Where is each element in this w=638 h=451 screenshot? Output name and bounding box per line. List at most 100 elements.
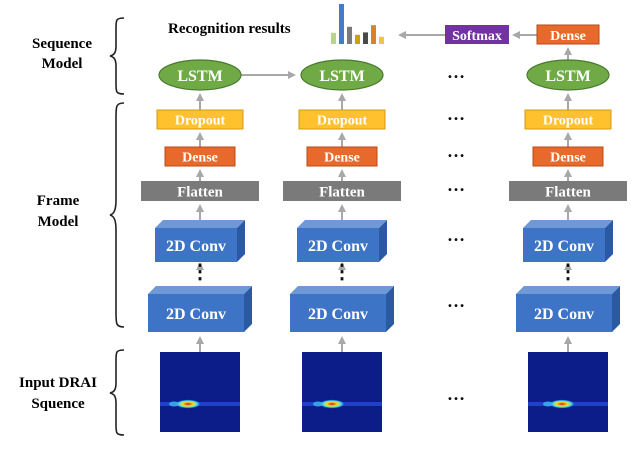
- dropout-label: Dropout: [175, 114, 226, 129]
- lstm-label: LSTM: [319, 68, 364, 85]
- horizontal-ellipsis-6: …: [447, 291, 465, 311]
- lstm-label: LSTM: [545, 68, 590, 85]
- conv-upper-front-face: [523, 228, 605, 262]
- connection-arrows: [196, 31, 572, 352]
- drai-frame-background: [528, 352, 608, 432]
- dropout-box: [298, 109, 386, 130]
- recognition-results: Recognition results: [168, 4, 384, 44]
- sequence-brace: [109, 17, 125, 95]
- drai-frame-hotspot: [549, 399, 575, 409]
- frame-model-label-line2: Model: [38, 214, 79, 230]
- drai-frame-background: [160, 352, 240, 432]
- conv-lower-label: 2D Conv: [308, 306, 368, 323]
- conv-upper-label: 2D Conv: [534, 238, 594, 255]
- result-bar-5: [363, 32, 368, 44]
- frame-model-label-line1: Frame: [37, 193, 80, 209]
- lstm-node: [300, 59, 384, 91]
- conv-upper-label: 2D Conv: [308, 238, 368, 255]
- flatten-label: Flatten: [177, 184, 223, 200]
- conv-vertical-ellipsis: ⋮: [190, 261, 210, 283]
- result-bar-1: [331, 32, 336, 44]
- result-bar-3: [347, 26, 352, 44]
- dense-label: Dense: [324, 151, 360, 166]
- frame-brace: [109, 102, 125, 328]
- horizontal-ellipsis-2: …: [447, 104, 465, 124]
- conv-lower-front-face: [148, 294, 244, 332]
- conv-lower-top-face: [148, 286, 252, 294]
- conv-upper-side-face: [605, 220, 613, 262]
- conv-upper-label: 2D Conv: [166, 238, 226, 255]
- lstm-label: LSTM: [177, 68, 222, 85]
- softmax-label: Softmax: [452, 29, 502, 44]
- softmax-box: [445, 25, 509, 44]
- column-1: LSTM Dropout Dense Flatten 2D Conv ⋮ 2D Conv: [141, 59, 259, 432]
- flatten-label: Flatten: [545, 184, 591, 200]
- result-bar-6: [371, 25, 376, 44]
- conv-upper-side-face: [237, 220, 245, 262]
- conv-lower-side-face: [612, 286, 620, 332]
- input-label-line2: Squence: [31, 396, 85, 412]
- conv-lower-top-face: [516, 286, 620, 294]
- top-dense-label: Dense: [550, 29, 586, 44]
- input-brace: [109, 349, 125, 436]
- sequence-model-label-line1: Sequence: [32, 36, 92, 52]
- drai-frame-hotspot: [175, 399, 201, 409]
- input-label-line1: Input DRAI: [19, 375, 97, 391]
- drai-frame-background: [302, 352, 382, 432]
- column-3: LSTM Dropout Dense Flatten 2D Conv ⋮ 2D Conv: [509, 59, 627, 432]
- horizontal-ellipsis-1: …: [447, 62, 465, 82]
- conv-vertical-ellipsis: ⋮: [332, 261, 352, 283]
- dense-box: [532, 146, 604, 167]
- dropout-box: [524, 109, 612, 130]
- horizontal-ellipsis-4: …: [447, 175, 465, 195]
- dropout-label: Dropout: [543, 114, 594, 129]
- conv-lower-label: 2D Conv: [534, 306, 594, 323]
- result-bar-chart: [331, 4, 384, 44]
- conv-upper-top-face: [155, 220, 245, 228]
- dense-box: [306, 146, 378, 167]
- conv-upper-front-face: [297, 228, 379, 262]
- flatten-label: Flatten: [319, 184, 365, 200]
- top-dense-box: [536, 24, 600, 45]
- dropout-box: [156, 109, 244, 130]
- flatten-box: [141, 181, 259, 201]
- conv-upper-top-face: [297, 220, 387, 228]
- conv-lower-front-face: [516, 294, 612, 332]
- dropout-label: Dropout: [317, 114, 368, 129]
- conv-lower-top-face: [290, 286, 394, 294]
- conv-lower-front-face: [290, 294, 386, 332]
- column-2: LSTM Dropout Dense Flatten 2D Conv ⋮ 2D Conv: [283, 59, 401, 432]
- horizontal-ellipsis-7: …: [447, 384, 465, 404]
- conv-upper-front-face: [155, 228, 237, 262]
- result-bar-7: [379, 36, 384, 44]
- ellipsis-column: … … … … … … …: [447, 62, 465, 404]
- dense-label: Dense: [550, 151, 586, 166]
- drai-frame-hotspot: [319, 399, 345, 409]
- top-dense-block: Dense: [536, 24, 600, 45]
- dense-label: Dense: [182, 151, 218, 166]
- horizontal-ellipsis-3: …: [447, 141, 465, 161]
- section-labels: Sequence Model Frame Model Input DRAI Sq…: [19, 36, 97, 412]
- drai-frame-side-lobe: [313, 401, 323, 407]
- conv-lower-label: 2D Conv: [166, 306, 226, 323]
- conv-lower-side-face: [386, 286, 394, 332]
- horizontal-ellipsis-5: …: [447, 225, 465, 245]
- conv-lower-side-face: [244, 286, 252, 332]
- conv-upper-side-face: [379, 220, 387, 262]
- drai-frame-side-lobe: [169, 401, 179, 407]
- recognition-results-label: Recognition results: [168, 21, 291, 37]
- dense-box: [164, 146, 236, 167]
- lstm-node: [526, 59, 610, 91]
- result-bar-2: [339, 4, 344, 44]
- drai-frame-side-lobe: [543, 401, 553, 407]
- flatten-box: [283, 181, 401, 201]
- conv-upper-top-face: [523, 220, 613, 228]
- sequence-model-label-line2: Model: [42, 56, 83, 72]
- result-bar-4: [355, 34, 360, 44]
- section-braces: [109, 17, 125, 436]
- flatten-box: [509, 181, 627, 201]
- lstm-node: [158, 59, 242, 91]
- conv-vertical-ellipsis: ⋮: [558, 261, 578, 283]
